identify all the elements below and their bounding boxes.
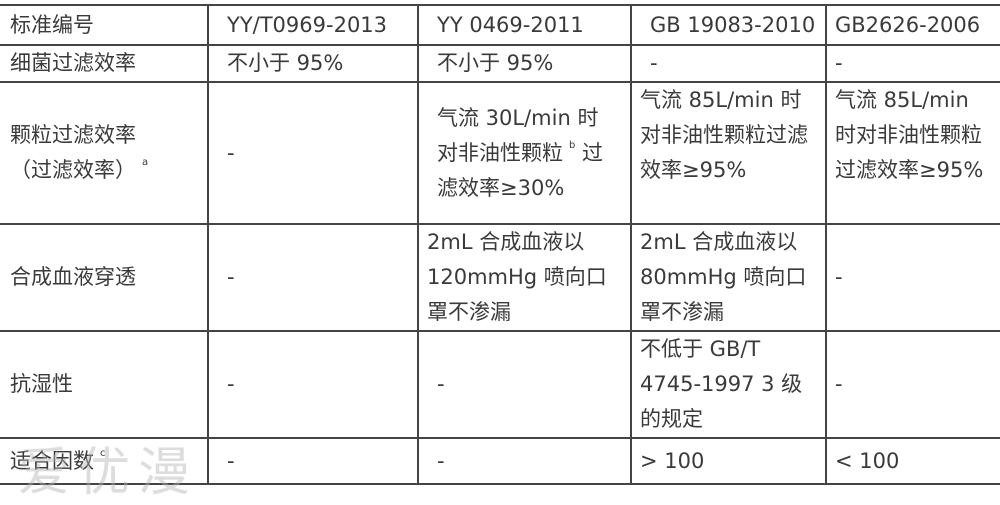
table-cell: 不小于 95%: [207, 44, 419, 83]
footnote-mark: a: [142, 157, 149, 168]
table-cell: -: [825, 223, 1000, 332]
table-row: 抗湿性 - - 不低于 GB/T 4745-1997 3 级的规定 -: [0, 330, 1000, 439]
table-cell: 气流 30L/min 时对非油性颗粒 b 过滤效率≥30%: [417, 81, 632, 225]
mask-standards-table: 标准编号 YY/T0969-2013 YY 0469-2011 GB 19083…: [0, 4, 1000, 485]
table-cell: 不低于 GB/T 4745-1997 3 级的规定: [630, 330, 827, 439]
table-row: 标准编号 YY/T0969-2013 YY 0469-2011 GB 19083…: [0, 4, 1000, 46]
table-cell: -: [417, 330, 632, 439]
table-cell: 2mL 合成血液以 120mmHg 喷向口罩不渗漏: [417, 223, 632, 332]
row-label-text: 适合因数: [10, 448, 94, 473]
row-label-sub: （过滤效率） a: [10, 153, 207, 188]
table-cell: -: [207, 330, 419, 439]
table-cell-text: 气流 30L/min 时对非油性颗粒: [437, 105, 599, 165]
table-cell: -: [207, 81, 419, 225]
table-cell: -: [825, 330, 1000, 439]
table-row: 适合因数 c - - > 100 < 100: [0, 437, 1000, 485]
row-label: 适合因数 c: [0, 437, 209, 485]
table-cell: GB 19083-2010: [630, 4, 827, 46]
table-row: 合成血液穿透 - 2mL 合成血液以 120mmHg 喷向口罩不渗漏 2mL 合…: [0, 223, 1000, 332]
row-label: 抗湿性: [0, 330, 209, 439]
table-cell: -: [417, 437, 632, 485]
table-cell: 不小于 95%: [417, 44, 632, 83]
table-cell: -: [825, 44, 1000, 83]
table-row: 颗粒过滤效率 （过滤效率） a - 气流 30L/min 时对非油性颗粒 b 过滤效…: [0, 81, 1000, 225]
table-cell: GB2626-2006: [825, 4, 1000, 46]
table-cell: YY/T0969-2013: [207, 4, 419, 46]
row-label: 细菌过滤效率: [0, 44, 209, 83]
table-cell: -: [207, 223, 419, 332]
row-label: 标准编号: [0, 4, 209, 46]
row-label: 合成血液穿透: [0, 223, 209, 332]
row-label: 颗粒过滤效率 （过滤效率） a: [0, 81, 209, 225]
table-cell: 2mL 合成血液以 80mmHg 喷向口罩不渗漏: [630, 223, 827, 332]
table-cell: 气流 85L/min 时对非油性颗粒过滤效率≥95%: [825, 81, 1000, 225]
table-row: 细菌过滤效率 不小于 95% 不小于 95% - -: [0, 44, 1000, 83]
table-cell-text: 过滤效率≥30%: [437, 140, 604, 200]
table-cell: > 100: [630, 437, 827, 485]
table-cell: -: [630, 44, 827, 83]
table-cell: < 100: [825, 437, 1000, 485]
footnote-mark: b: [569, 139, 576, 151]
table-cell: -: [207, 437, 419, 485]
row-label-sub-text: （过滤效率）: [10, 158, 136, 182]
table-cell: YY 0469-2011: [417, 4, 632, 46]
footnote-mark: c: [100, 447, 106, 459]
table-cell: 气流 85L/min 时对非油性颗粒过滤效率≥95%: [630, 81, 827, 225]
row-label-main: 颗粒过滤效率: [10, 123, 136, 147]
